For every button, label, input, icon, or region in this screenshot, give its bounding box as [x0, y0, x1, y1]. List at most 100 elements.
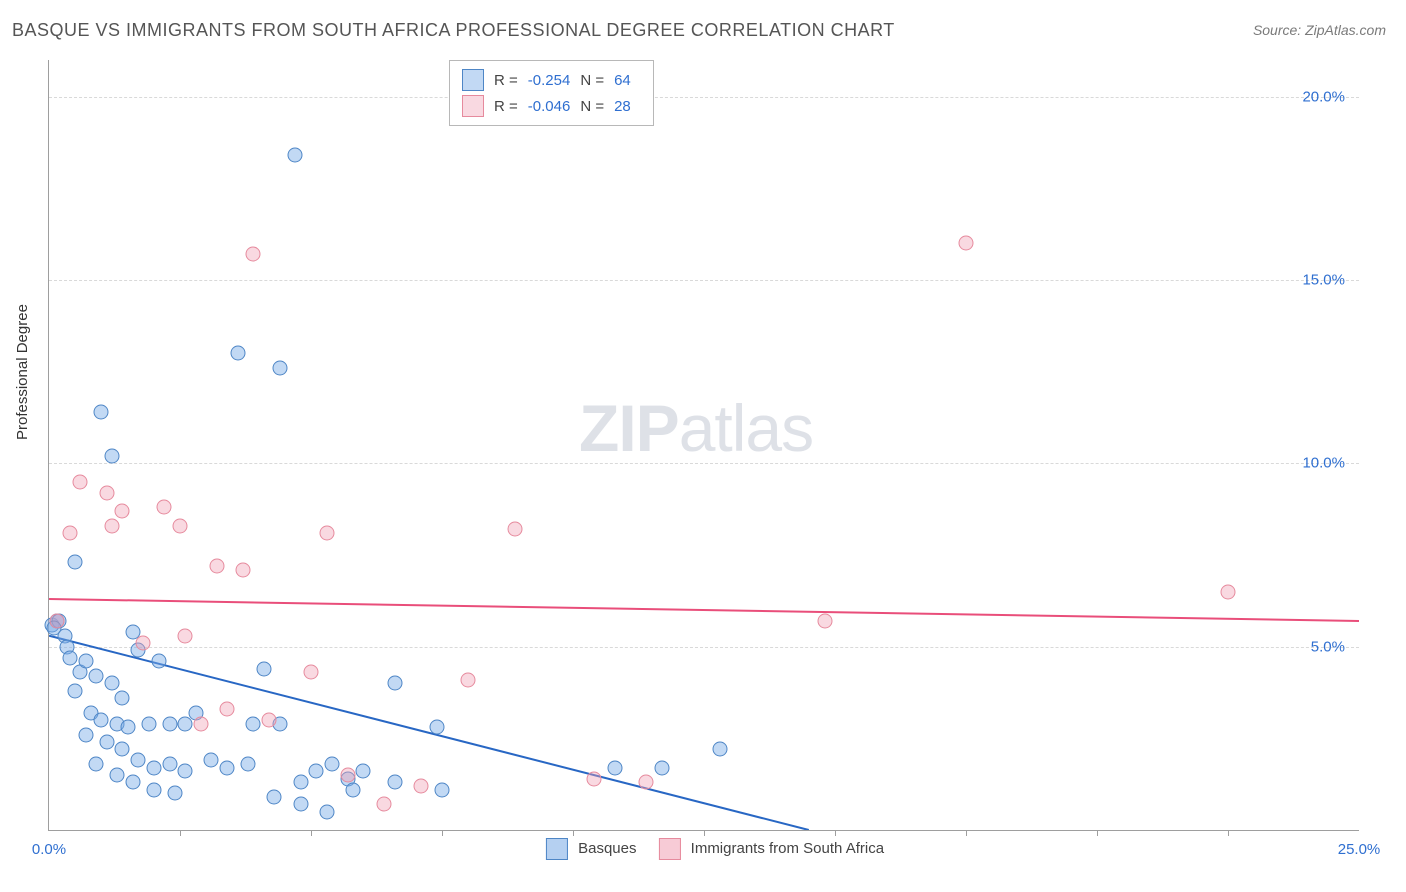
data-point	[146, 782, 161, 797]
data-point	[162, 716, 177, 731]
data-point	[293, 797, 308, 812]
stats-row: R =-0.046N =28	[462, 93, 641, 119]
data-point	[157, 500, 172, 515]
data-point	[272, 361, 287, 376]
stats-table: R =-0.254N =64R =-0.046N =28	[462, 67, 641, 119]
data-point	[304, 665, 319, 680]
data-point	[125, 775, 140, 790]
data-point	[246, 247, 261, 262]
n-label: N =	[580, 67, 614, 93]
data-point	[220, 760, 235, 775]
data-point	[324, 757, 339, 772]
data-point	[99, 735, 114, 750]
gridline-h	[49, 647, 1359, 648]
watermark-atlas: atlas	[679, 391, 813, 465]
data-point	[104, 518, 119, 533]
legend-label: Basques	[574, 840, 637, 857]
data-point	[712, 742, 727, 757]
data-point	[62, 526, 77, 541]
data-point	[435, 782, 450, 797]
tick-x	[966, 830, 967, 836]
data-point	[131, 753, 146, 768]
data-point	[141, 716, 156, 731]
data-point	[99, 485, 114, 500]
r-label: R =	[494, 67, 528, 93]
data-point	[220, 702, 235, 717]
data-point	[1221, 584, 1236, 599]
data-point	[655, 760, 670, 775]
tick-x	[1097, 830, 1098, 836]
legend-swatch	[462, 95, 484, 117]
r-value: -0.254	[528, 67, 581, 93]
data-point	[586, 771, 601, 786]
watermark: ZIPatlas	[579, 390, 813, 466]
data-point	[94, 713, 109, 728]
data-point	[461, 672, 476, 687]
data-point	[309, 764, 324, 779]
data-point	[267, 790, 282, 805]
data-point	[356, 764, 371, 779]
r-label: R =	[494, 93, 528, 119]
y-tick-label: 10.0%	[1302, 455, 1345, 472]
data-point	[120, 720, 135, 735]
data-point	[230, 346, 245, 361]
legend-swatch	[546, 838, 568, 860]
legend-swatch	[462, 69, 484, 91]
y-axis-title: Professional Degree	[14, 304, 31, 440]
gridline-h	[49, 463, 1359, 464]
data-point	[340, 768, 355, 783]
gridline-h	[49, 280, 1359, 281]
n-value: 28	[614, 93, 641, 119]
data-point	[146, 760, 161, 775]
data-point	[319, 526, 334, 541]
data-point	[387, 676, 402, 691]
r-value: -0.046	[528, 93, 581, 119]
data-point	[508, 522, 523, 537]
data-point	[178, 628, 193, 643]
data-point	[78, 654, 93, 669]
tick-x	[704, 830, 705, 836]
stats-legend: R =-0.254N =64R =-0.046N =28	[449, 60, 654, 126]
data-point	[78, 727, 93, 742]
plot-area: ZIPatlas R =-0.254N =64R =-0.046N =28 Ba…	[48, 60, 1359, 831]
y-tick-label: 20.0%	[1302, 88, 1345, 105]
n-label: N =	[580, 93, 614, 119]
data-point	[89, 669, 104, 684]
data-point	[73, 474, 88, 489]
data-point	[115, 504, 130, 519]
data-point	[414, 779, 429, 794]
data-point	[246, 716, 261, 731]
data-point	[377, 797, 392, 812]
stats-row: R =-0.254N =64	[462, 67, 641, 93]
n-value: 64	[614, 67, 641, 93]
x-tick-label: 0.0%	[32, 841, 66, 858]
data-point	[178, 764, 193, 779]
data-point	[959, 236, 974, 251]
y-tick-label: 5.0%	[1311, 638, 1345, 655]
tick-x	[1228, 830, 1229, 836]
trend-line	[49, 599, 1359, 621]
tick-x	[573, 830, 574, 836]
data-point	[639, 775, 654, 790]
y-tick-label: 15.0%	[1302, 272, 1345, 289]
series-legend: Basques Immigrants from South Africa	[524, 838, 884, 860]
data-point	[49, 614, 64, 629]
data-point	[235, 562, 250, 577]
data-point	[152, 654, 167, 669]
data-point	[319, 804, 334, 819]
data-point	[104, 449, 119, 464]
data-point	[162, 757, 177, 772]
data-point	[115, 742, 130, 757]
data-point	[89, 757, 104, 772]
data-point	[62, 650, 77, 665]
tick-x	[442, 830, 443, 836]
tick-x	[180, 830, 181, 836]
gridline-h	[49, 97, 1359, 98]
data-point	[262, 713, 277, 728]
trend-lines-layer	[49, 60, 1359, 830]
x-tick-label: 25.0%	[1338, 841, 1381, 858]
data-point	[241, 757, 256, 772]
tick-x	[311, 830, 312, 836]
data-point	[209, 559, 224, 574]
watermark-zip: ZIP	[579, 391, 679, 465]
